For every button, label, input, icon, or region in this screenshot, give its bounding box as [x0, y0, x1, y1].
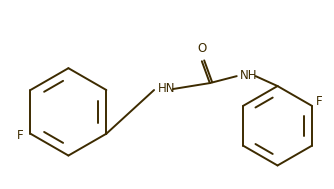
Text: HN: HN [158, 81, 176, 94]
Text: F: F [316, 95, 323, 108]
Text: F: F [17, 129, 23, 142]
Text: NH: NH [240, 69, 257, 82]
Text: O: O [197, 42, 206, 55]
